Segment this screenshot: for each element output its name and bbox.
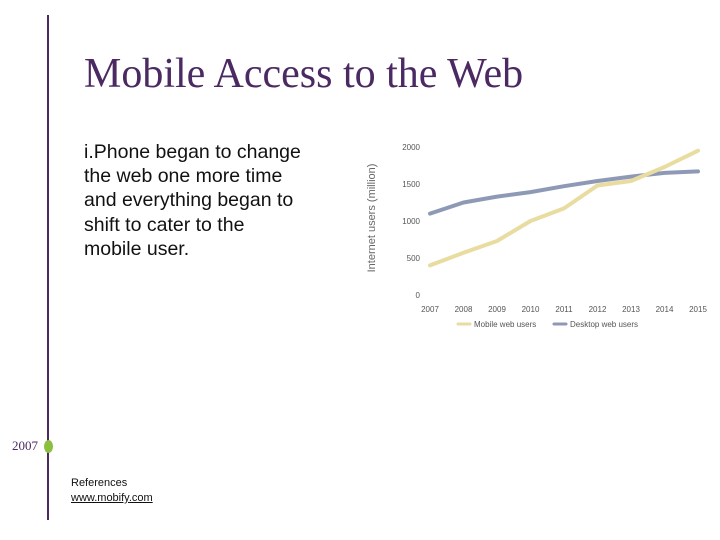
y-tick-label: 1500 <box>402 180 420 189</box>
timeline-line <box>47 15 49 520</box>
references-link[interactable]: www.mobify.com <box>71 492 153 504</box>
timeline-dot <box>44 440 53 453</box>
x-tick-label: 2011 <box>555 305 573 314</box>
y-tick-label: 2000 <box>402 143 420 152</box>
y-tick-label: 1000 <box>402 217 420 226</box>
x-tick-label: 2009 <box>488 305 506 314</box>
y-axis-label: Internet users (million) <box>366 164 378 273</box>
x-tick-label: 2014 <box>656 305 674 314</box>
x-tick-label: 2012 <box>589 305 607 314</box>
body-line: and everything began to <box>84 189 294 212</box>
x-tick-label: 2015 <box>689 305 707 314</box>
x-tick-label: 2008 <box>455 305 473 314</box>
body-text: i.Phone began to change the web one more… <box>84 140 334 261</box>
body-line: shift to cater to the <box>84 213 245 236</box>
legend-label: Desktop web users <box>570 320 638 329</box>
references: References www.mobify.com <box>71 476 153 506</box>
x-tick-label: 2007 <box>421 305 439 314</box>
body-line: the web one more time <box>84 165 283 188</box>
x-tick-label: 2013 <box>622 305 640 314</box>
legend-label: Mobile web users <box>474 320 536 329</box>
x-tick-label: 2010 <box>522 305 540 314</box>
body-line: mobile user. <box>84 237 190 260</box>
references-label: References <box>71 477 128 489</box>
body-line: i.Phone began to change <box>84 141 301 163</box>
slide-title: Mobile Access to the Web <box>84 51 524 97</box>
timeline-year: 2007 <box>12 438 38 453</box>
mobile-series-line <box>428 148 700 268</box>
users-line-chart: Internet users (million) 0 500 1000 1500 200… <box>366 143 707 329</box>
y-tick-label: 500 <box>407 254 421 263</box>
y-tick-label: 0 <box>416 291 421 300</box>
desktop-series-line <box>428 169 700 216</box>
